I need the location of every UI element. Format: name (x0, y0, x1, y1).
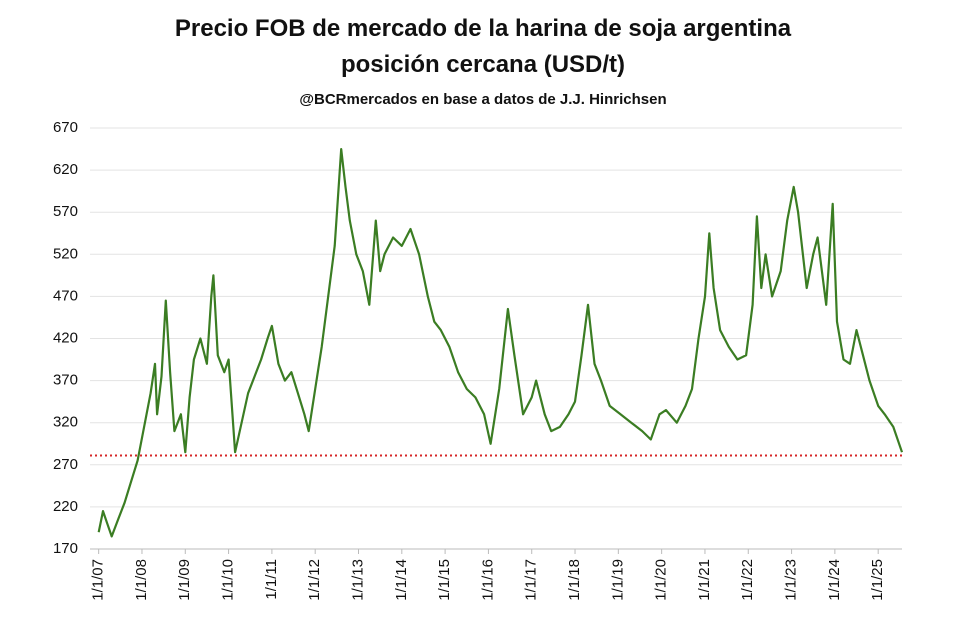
y-tick-label: 670 (53, 119, 78, 136)
x-tick-label: 1/1/07 (90, 559, 107, 601)
x-tick-label: 1/1/11 (263, 559, 280, 600)
y-tick-label: 620 (53, 161, 78, 178)
x-tick-label: 1/1/22 (739, 559, 756, 601)
x-tick-label: 1/1/25 (869, 559, 886, 601)
y-tick-label: 320 (53, 414, 78, 431)
x-tick-label: 1/1/18 (566, 559, 583, 601)
price-line (97, 148, 904, 538)
y-tick-label: 220 (53, 498, 78, 515)
x-tick-label: 1/1/24 (826, 559, 843, 601)
y-tick-label: 170 (53, 540, 78, 557)
x-tick-label: 1/1/23 (783, 559, 800, 601)
x-tick-label: 1/1/21 (696, 559, 713, 601)
y-tick-label: 520 (53, 245, 78, 262)
x-tick-label: 1/1/16 (479, 559, 496, 601)
x-tick-label: 1/1/19 (609, 559, 626, 601)
x-tick-label: 1/1/20 (653, 559, 670, 601)
x-tick-label: 1/1/14 (393, 559, 410, 601)
y-tick-label: 470 (53, 287, 78, 304)
x-tick-label: 1/1/17 (523, 559, 540, 601)
y-tick-label: 370 (53, 372, 78, 389)
y-tick-label: 270 (53, 456, 78, 473)
x-tick-label: 1/1/15 (436, 559, 453, 601)
x-tick-label: 1/1/09 (176, 559, 193, 601)
chart-title: Precio FOB de mercado de la harina de so… (175, 15, 792, 42)
y-tick-label: 420 (53, 329, 78, 346)
x-tick-label: 1/1/08 (133, 559, 150, 601)
x-tick-label: 1/1/12 (306, 559, 323, 601)
x-tick-label: 1/1/10 (220, 559, 237, 601)
x-tick-label: 1/1/13 (349, 559, 366, 601)
chart-title: posición cercana (USD/t) (341, 51, 625, 78)
chart-subtitle: @BCRmercados en base a datos de J.J. Hin… (299, 91, 666, 108)
y-tick-label: 570 (53, 203, 78, 220)
